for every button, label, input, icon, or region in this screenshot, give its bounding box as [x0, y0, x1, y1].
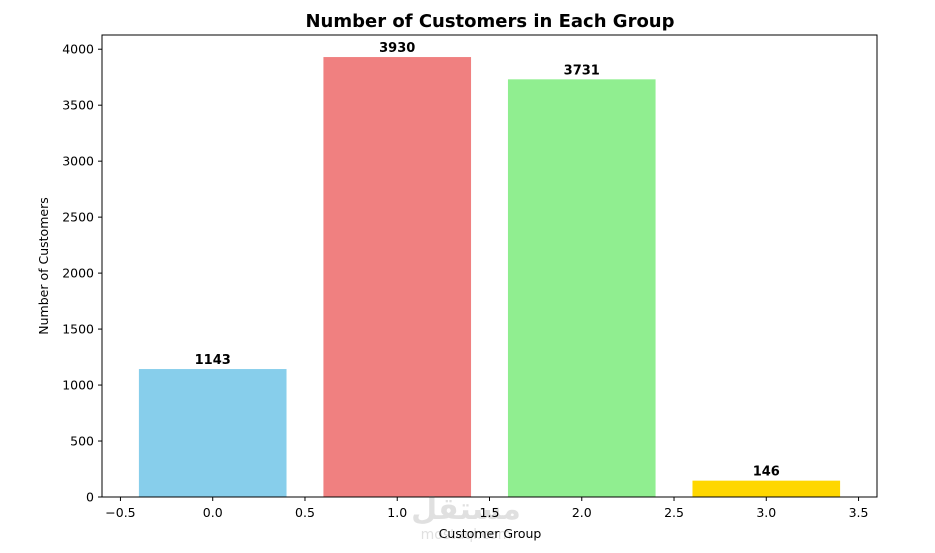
y-tick-label: 1000: [62, 378, 94, 393]
bar-group-0: [138, 369, 287, 497]
x-tick-label: −0.5: [105, 505, 135, 520]
y-tick-label: 3500: [62, 98, 94, 113]
y-tick-label: 1500: [62, 322, 94, 337]
x-tick-label: 2.5: [664, 505, 684, 520]
data-label-group-0: 1143: [195, 353, 231, 368]
x-axis-label: Customer Group: [439, 526, 542, 541]
svg-text:مستقل: مستقل: [411, 492, 521, 527]
x-tick-label: 1.5: [480, 505, 500, 520]
x-tick-label: 2.0: [572, 505, 592, 520]
y-tick-label: 0: [86, 490, 94, 505]
bar-group-2: [507, 79, 656, 497]
chart-title: Number of Customers in Each Group: [305, 11, 674, 32]
y-tick-label: 2500: [62, 210, 94, 225]
x-tick-label: 3.0: [756, 505, 776, 520]
svg-text:mostaql.com: mostaql.com: [421, 527, 512, 543]
bar-group-3: [692, 480, 841, 497]
y-axis-ticks: 0 500 1000 1500 2000 2500 3000 3500 4000: [62, 42, 102, 505]
x-tick-label: 1.0: [387, 505, 407, 520]
bars-layer: [138, 57, 841, 497]
x-tick-label: 0.5: [295, 505, 315, 520]
y-tick-label: 500: [70, 434, 94, 449]
x-tick-label: 3.5: [849, 505, 869, 520]
y-tick-label: 2000: [62, 266, 94, 281]
x-axis-ticks: −0.5 0.0 0.5 1.0 1.5 2.0 2.5 3.0 3.5: [105, 497, 868, 520]
bar-group-1: [323, 57, 472, 497]
x-tick-label: 0.0: [203, 505, 223, 520]
data-labels-layer: 1143 3930 3731 146: [195, 41, 780, 480]
watermark-logo: مستقل mostaql.com: [411, 492, 521, 543]
data-label-group-1: 3930: [379, 41, 415, 56]
data-label-group-3: 146: [753, 465, 780, 480]
y-tick-label: 4000: [62, 42, 94, 57]
y-axis-label: Number of Customers: [36, 197, 51, 334]
data-label-group-2: 3731: [564, 63, 600, 78]
y-tick-label: 3000: [62, 154, 94, 169]
